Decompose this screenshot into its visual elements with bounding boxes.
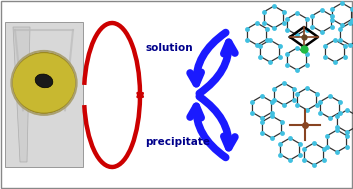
Ellipse shape [12, 53, 76, 113]
Bar [5, 22, 83, 167]
Text: solution: solution [145, 43, 193, 53]
Text: precipitate: precipitate [145, 137, 210, 147]
Ellipse shape [35, 74, 53, 88]
Polygon shape [13, 27, 30, 162]
